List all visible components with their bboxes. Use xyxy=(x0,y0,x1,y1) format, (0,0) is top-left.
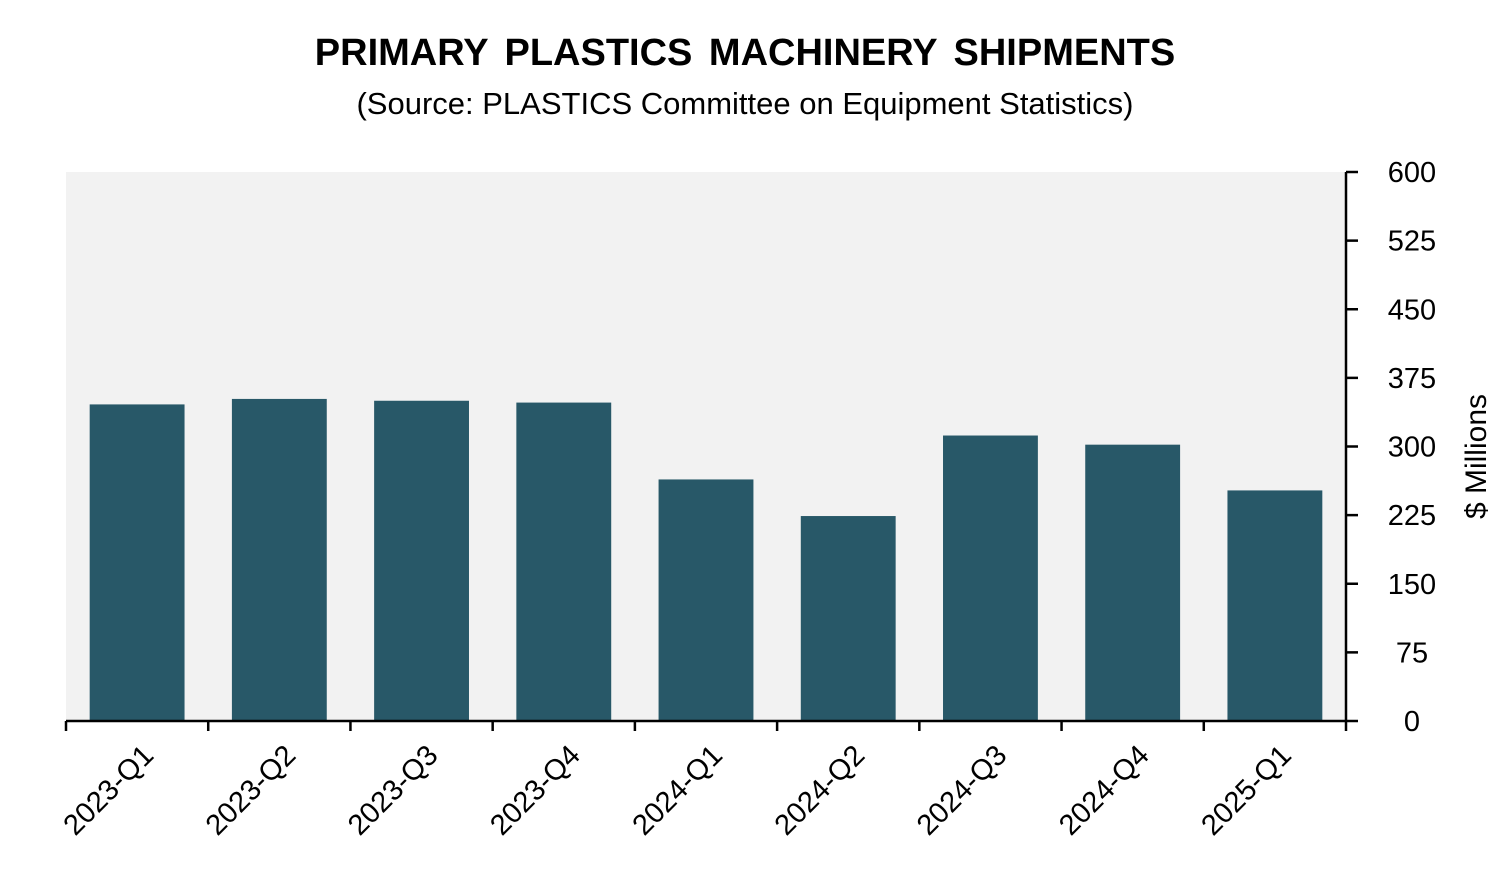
bar-2024-Q3 xyxy=(943,435,1038,721)
y-tick-label: 75 xyxy=(1396,637,1428,669)
x-tick-label: 2023-Q4 xyxy=(484,739,586,841)
x-tick-label: 2023-Q3 xyxy=(342,739,444,841)
x-tick-label: 2024-Q4 xyxy=(1053,739,1155,841)
chart-title: PRIMARY PLASTICS MACHINERY SHIPMENTS xyxy=(314,32,1176,74)
x-tick-label: 2023-Q1 xyxy=(58,739,160,841)
y-tick-label: 300 xyxy=(1388,432,1436,464)
bar-2023-Q2 xyxy=(231,398,327,721)
bar-2023-Q3 xyxy=(374,400,469,721)
y-tick-label: 150 xyxy=(1388,569,1436,601)
x-tick-label: 2025-Q1 xyxy=(1195,739,1297,841)
y-tick-label: 525 xyxy=(1388,226,1436,258)
bar-2024-Q4 xyxy=(1085,444,1181,721)
bar-2025-Q1 xyxy=(1227,490,1323,721)
y-axis-title: $ Millions xyxy=(1460,394,1493,519)
axes-layer xyxy=(64,170,1358,731)
bar-2023-Q1 xyxy=(89,404,185,721)
x-tick-label: 2024-Q2 xyxy=(769,739,871,841)
bar-2023-Q4 xyxy=(516,402,612,721)
bars-layer xyxy=(89,398,1323,721)
bar-2024-Q1 xyxy=(658,479,754,721)
x-tick-label: 2023-Q2 xyxy=(200,739,302,841)
bar-2024-Q2 xyxy=(800,516,896,721)
x-tick-label: 2024-Q1 xyxy=(627,739,729,841)
y-tick-label: 375 xyxy=(1388,363,1436,395)
chart-subtitle: (Source: PLASTICS Committee on Equipment… xyxy=(356,86,1134,121)
y-tick-label: 0 xyxy=(1404,706,1420,738)
x-tick-label: 2024-Q3 xyxy=(911,739,1013,841)
y-tick-label: 225 xyxy=(1388,500,1436,532)
y-tick-label: 450 xyxy=(1388,294,1436,326)
y-tick-label: 600 xyxy=(1388,157,1436,189)
